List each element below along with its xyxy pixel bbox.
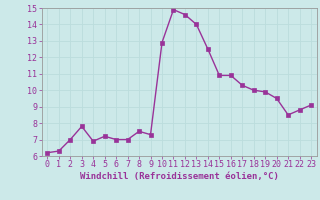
X-axis label: Windchill (Refroidissement éolien,°C): Windchill (Refroidissement éolien,°C) xyxy=(80,172,279,181)
